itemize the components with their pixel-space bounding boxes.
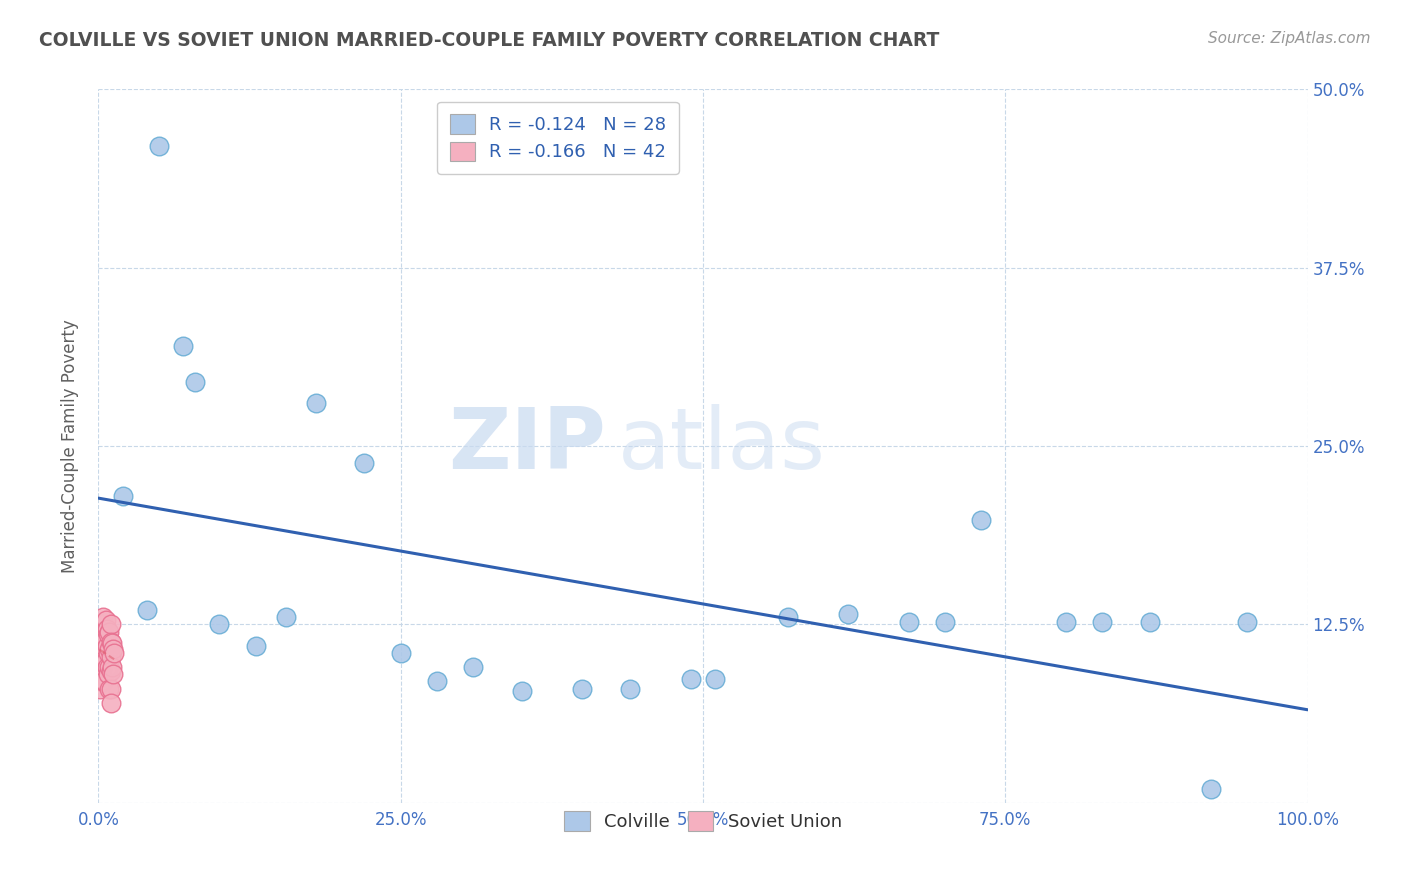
- Point: [100, 696, 122, 710]
- Point: [897, 615, 920, 629]
- Point: [98, 641, 121, 656]
- Point: [90, 617, 112, 632]
- Point: [91, 641, 114, 656]
- Point: [100, 660, 122, 674]
- Point: [100, 636, 122, 650]
- Text: ZIP: ZIP: [449, 404, 606, 488]
- Point: [91, 617, 114, 632]
- Point: [245, 639, 267, 653]
- Point: [100, 650, 122, 665]
- Point: [91, 636, 114, 650]
- Point: [101, 667, 124, 681]
- Point: [89, 660, 111, 674]
- Text: COLVILLE VS SOVIET UNION MARRIED-COUPLE FAMILY POVERTY CORRELATION CHART: COLVILLE VS SOVIET UNION MARRIED-COUPLE …: [39, 31, 939, 50]
- Point: [90, 641, 112, 656]
- Point: [426, 674, 449, 689]
- Point: [93, 674, 115, 689]
- Point: [98, 681, 121, 696]
- Text: Source: ZipAtlas.com: Source: ZipAtlas.com: [1208, 31, 1371, 46]
- Point: [1091, 615, 1114, 629]
- Point: [934, 615, 956, 629]
- Point: [571, 681, 593, 696]
- Y-axis label: Married-Couple Family Poverty: Married-Couple Family Poverty: [60, 319, 79, 573]
- Point: [679, 672, 702, 686]
- Point: [98, 624, 121, 639]
- Point: [111, 489, 134, 503]
- Point: [89, 681, 111, 696]
- Point: [100, 665, 122, 679]
- Point: [97, 646, 120, 660]
- Point: [101, 641, 124, 656]
- Point: [463, 660, 485, 674]
- Point: [1199, 781, 1222, 796]
- Point: [97, 627, 120, 641]
- Point: [93, 639, 115, 653]
- Point: [98, 660, 121, 674]
- Point: [184, 375, 207, 389]
- Point: [90, 667, 112, 681]
- Point: [96, 622, 118, 636]
- Point: [94, 632, 117, 646]
- Text: atlas: atlas: [619, 404, 827, 488]
- Point: [89, 632, 111, 646]
- Point: [305, 396, 328, 410]
- Point: [93, 624, 115, 639]
- Legend: Colville, Soviet Union: Colville, Soviet Union: [555, 802, 851, 840]
- Point: [103, 646, 125, 660]
- Point: [91, 610, 114, 624]
- Point: [135, 603, 157, 617]
- Point: [353, 456, 375, 470]
- Point: [704, 672, 727, 686]
- Point: [1236, 615, 1258, 629]
- Point: [93, 656, 115, 670]
- Point: [274, 610, 297, 624]
- Point: [619, 681, 641, 696]
- Point: [100, 681, 122, 696]
- Point: [208, 617, 231, 632]
- Point: [91, 653, 114, 667]
- Point: [837, 607, 859, 622]
- Point: [1139, 615, 1161, 629]
- Point: [94, 613, 117, 627]
- Point: [100, 617, 122, 632]
- Point: [172, 339, 194, 353]
- Point: [776, 610, 799, 624]
- Point: [148, 139, 170, 153]
- Point: [94, 653, 117, 667]
- Point: [389, 646, 412, 660]
- Point: [91, 660, 114, 674]
- Point: [96, 639, 118, 653]
- Point: [96, 660, 118, 674]
- Point: [510, 684, 533, 698]
- Point: [91, 627, 114, 641]
- Point: [970, 513, 993, 527]
- Point: [1054, 615, 1077, 629]
- Point: [100, 634, 122, 648]
- Point: [97, 667, 120, 681]
- Point: [91, 674, 114, 689]
